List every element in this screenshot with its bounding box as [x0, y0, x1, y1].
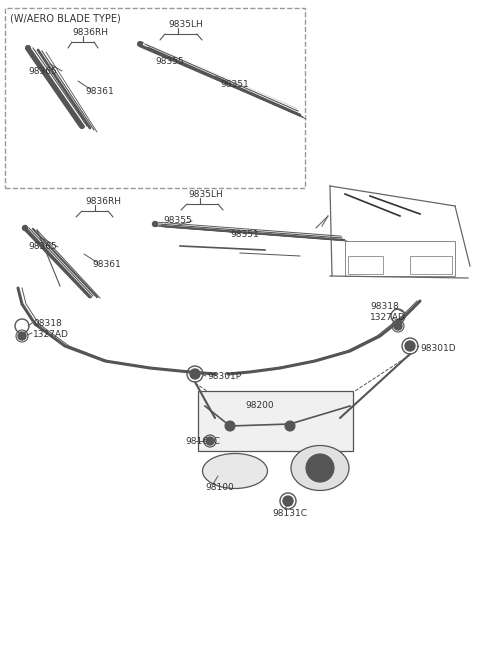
Circle shape	[306, 454, 334, 482]
Circle shape	[405, 341, 415, 351]
Circle shape	[283, 496, 293, 506]
Text: 98131C: 98131C	[272, 510, 307, 519]
Text: 9835LH: 9835LH	[168, 19, 203, 28]
Text: 98361: 98361	[92, 260, 121, 269]
Text: (W/AERO BLADE TYPE): (W/AERO BLADE TYPE)	[10, 13, 121, 23]
Bar	[198, 391, 353, 451]
Circle shape	[225, 421, 235, 431]
Text: 98200: 98200	[246, 402, 274, 410]
Text: 9835LH: 9835LH	[188, 189, 223, 198]
Ellipse shape	[203, 453, 267, 488]
Text: 1327AD: 1327AD	[33, 329, 69, 339]
Text: 98160C: 98160C	[185, 437, 220, 446]
Circle shape	[18, 332, 26, 340]
Text: 98301D: 98301D	[420, 344, 456, 353]
Text: 98301P: 98301P	[207, 371, 241, 380]
Circle shape	[153, 222, 157, 227]
Text: 98365: 98365	[28, 67, 57, 76]
Text: 98100: 98100	[205, 483, 234, 492]
Text: 98351: 98351	[220, 79, 249, 89]
Text: 98351: 98351	[230, 229, 259, 238]
Text: 98361: 98361	[85, 87, 114, 96]
Text: 98318: 98318	[33, 318, 62, 328]
Text: 9836RH: 9836RH	[72, 28, 108, 37]
Text: 98365: 98365	[28, 242, 57, 251]
Circle shape	[285, 421, 295, 431]
Ellipse shape	[291, 446, 349, 490]
Text: 9836RH: 9836RH	[85, 196, 121, 205]
Text: 98318: 98318	[370, 302, 399, 311]
Circle shape	[23, 225, 27, 231]
Text: 98355: 98355	[155, 56, 184, 65]
Text: 1327AD: 1327AD	[370, 313, 406, 322]
Circle shape	[394, 322, 402, 330]
Bar	[5, 8, 305, 188]
Text: 98355: 98355	[163, 216, 192, 225]
Bar	[410, 256, 452, 274]
Bar	[345, 241, 455, 276]
Bar	[348, 256, 383, 274]
Circle shape	[206, 437, 214, 445]
Circle shape	[190, 369, 200, 379]
